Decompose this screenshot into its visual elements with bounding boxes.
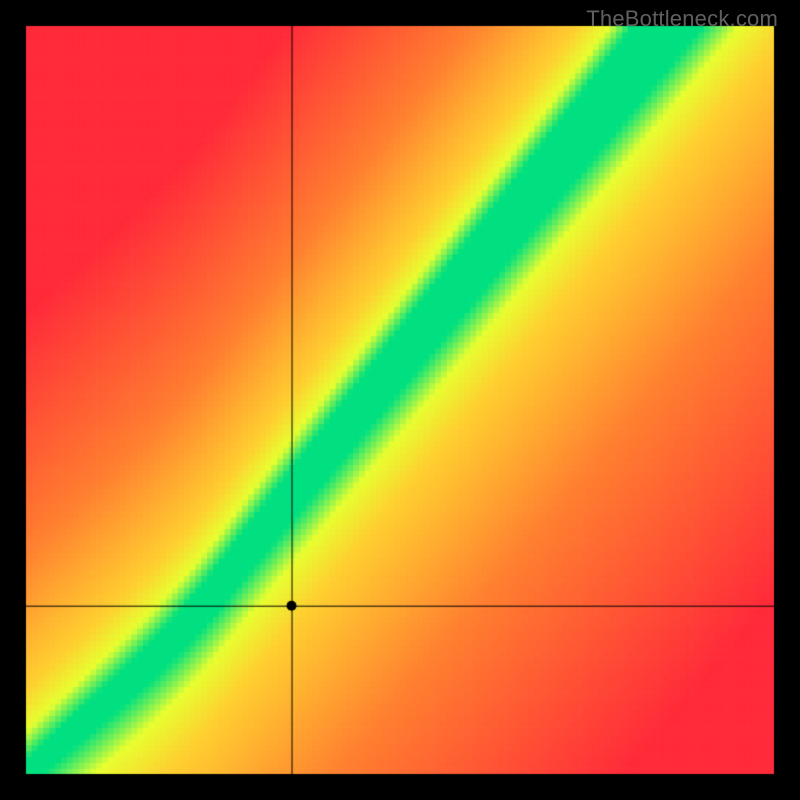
chart-container: TheBottleneck.com	[0, 0, 800, 800]
watermark-text: TheBottleneck.com	[586, 6, 778, 32]
heatmap-canvas	[0, 0, 800, 800]
